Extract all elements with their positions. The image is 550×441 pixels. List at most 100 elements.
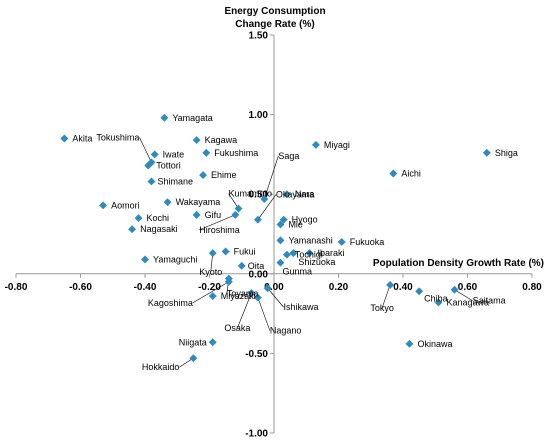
point-niigata (208, 338, 217, 347)
point-hokkaido (189, 354, 198, 363)
point-aomori (99, 201, 108, 210)
point-kagawa (192, 136, 201, 145)
label-ishikawa: Ishikawa (284, 302, 319, 312)
point-gifu (192, 210, 201, 219)
label-fukui: Fukui (234, 247, 256, 257)
point-chiba (415, 287, 424, 296)
x-tick-label: 0.20 (329, 282, 349, 293)
label-yamaguchi: Yamaguchi (153, 254, 197, 264)
y-tick-label: 0.50 (249, 190, 269, 201)
y-axis-title-line2: Change Rate (%) (235, 19, 314, 30)
label-aomori: Aomori (111, 200, 140, 210)
point-ibaraki (305, 249, 314, 258)
leader-osaka (237, 292, 252, 329)
point-tokyo (386, 280, 395, 289)
y-tick-label: 1.00 (249, 110, 269, 121)
point-fukushima (202, 148, 211, 157)
point-oita (237, 261, 246, 270)
label-wakayama: Wakayama (176, 197, 221, 207)
leader-lines (139, 137, 473, 368)
label-nagasaki: Nagasaki (140, 224, 178, 234)
x-tick-label: 0.40 (393, 282, 413, 293)
label-saga: Saga (278, 151, 299, 161)
y-tick-label: -0.50 (245, 349, 268, 360)
leader-kagoshima (192, 281, 230, 304)
label-okayama: Okayama (276, 190, 315, 200)
label-hokkaido: Hokkaido (142, 362, 180, 372)
point-yamagata (160, 113, 169, 122)
label-gifu: Gifu (205, 210, 222, 220)
label-kochi: Kochi (147, 213, 170, 223)
point-yamaguchi (141, 255, 149, 264)
tick-labels: -0.80 -0.60 -0.40 -0.20 0.00 0.20 0.40 0.60 0.80… (5, 31, 543, 440)
label-kanagawa: Kanagawa (446, 297, 489, 307)
point-nagasaki (128, 225, 137, 234)
point-kochi (134, 214, 143, 223)
label-nagano: Nagano (270, 326, 302, 336)
label-miyagi: Miyagi (324, 140, 350, 150)
axes (15, 34, 533, 434)
point-yamanashi (276, 236, 285, 245)
label-hyogo: Hyogo (292, 215, 318, 225)
leader-hiroshima (199, 214, 236, 231)
label-iwate: Iwate (163, 149, 185, 159)
point-fukuoka (337, 238, 346, 246)
point-kyoto (208, 249, 217, 258)
leader-saitama (454, 289, 473, 301)
leader-tokyo (381, 284, 391, 309)
point-ishikawa (263, 284, 272, 293)
label-yamanashi: Yamanashi (288, 235, 332, 245)
point-shiga (482, 148, 491, 157)
point-okayama (253, 215, 262, 224)
label-shizuoka: Shizuoka (298, 257, 335, 267)
label-fukuoka: Fukuoka (350, 237, 385, 247)
point-wakayama (163, 198, 172, 207)
label-miyazaki: Miyazaki (221, 291, 256, 301)
x-tick-label: -0.80 (5, 282, 28, 293)
point-osaka (247, 288, 256, 297)
x-tick-label: -0.40 (134, 282, 157, 293)
label-hiroshima: Hiroshima (199, 225, 240, 235)
label-kagawa: Kagawa (205, 135, 238, 145)
label-yamagata: Yamagata (172, 113, 212, 123)
point-miyazaki (208, 292, 217, 301)
label-tokushima: Tokushima (96, 132, 139, 142)
point-ehime (199, 171, 208, 180)
point-fukui (221, 247, 230, 256)
label-shiga: Shiga (495, 148, 518, 158)
point-saitama (450, 285, 459, 294)
label-osaka: Osaka (224, 323, 250, 333)
point-hyogo (279, 215, 288, 224)
label-nara: Nara (295, 189, 315, 199)
point-kumamoto (234, 204, 243, 213)
point-okinawa (405, 339, 414, 348)
x-tick-label: -0.20 (198, 282, 221, 293)
point-kanagawa (434, 298, 443, 307)
leader-okayama (257, 194, 277, 220)
label-akita: Akita (72, 133, 92, 143)
point-tokushima (147, 158, 156, 167)
label-fukushima: Fukushima (214, 148, 258, 158)
point-miyagi (311, 140, 320, 149)
point-akita (60, 134, 69, 143)
label-ibaraki: Ibaraki (317, 248, 344, 258)
label-tokyo: Tokyo (370, 303, 394, 313)
point-gunma (276, 258, 285, 267)
x-tick-label: 0.60 (458, 282, 478, 293)
point-iwate (150, 150, 159, 159)
point-labels: Hokkaido Aomori Iwate Miyagi Akita Yamagata Fu… (72, 113, 518, 372)
label-aichi: Aichi (401, 169, 421, 179)
point-kagoshima (224, 277, 233, 286)
y-tick-label: 0.00 (249, 269, 269, 280)
point-saga (260, 195, 269, 203)
y-tick-label: -1.00 (245, 429, 268, 440)
point-nara (282, 190, 291, 199)
label-niigata: Niigata (179, 337, 207, 347)
point-mie (276, 220, 285, 229)
y-tick-label: 1.50 (249, 31, 269, 42)
point-tochigi (282, 250, 291, 259)
leader-saga (264, 155, 279, 200)
leader-kumamoto (228, 193, 239, 209)
point-aichi (389, 169, 398, 178)
